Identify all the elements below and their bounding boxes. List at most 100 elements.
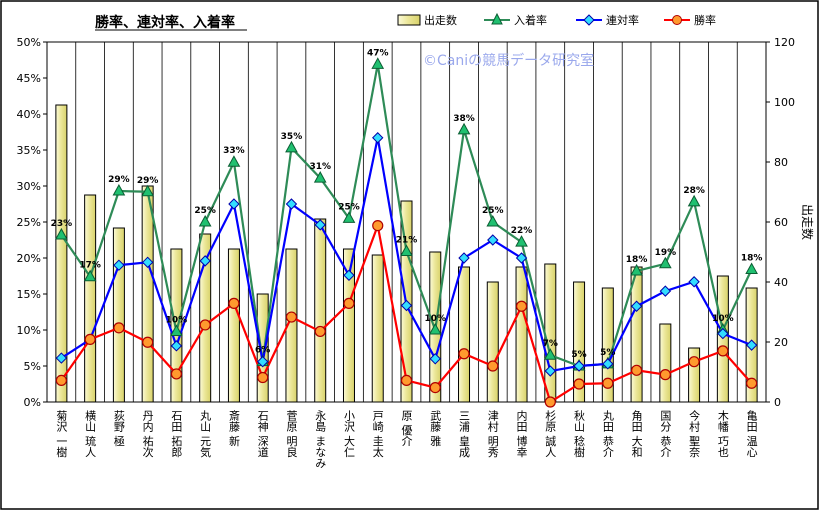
right-axis-tick-label: 60 — [774, 216, 788, 229]
left-axis-tick-label: 20% — [17, 252, 41, 265]
bar-starts — [84, 194, 97, 403]
point-win-rate — [746, 377, 758, 389]
point-win-rate — [257, 371, 269, 384]
right-axis-tick-label: 80 — [774, 156, 788, 169]
data-label: 35% — [281, 132, 303, 142]
bar-starts — [458, 266, 471, 403]
point-top2-rate — [659, 285, 672, 297]
category-label: 原 優介 — [400, 410, 413, 447]
point-place-rate — [313, 171, 327, 183]
point-top2-rate — [602, 358, 614, 370]
legend-label: 勝率 — [694, 13, 716, 27]
point-win-rate — [55, 374, 67, 386]
point-place-rate — [198, 214, 212, 227]
right-axis-tick-label: 100 — [774, 96, 795, 109]
category-label: 角田 大和 — [630, 410, 643, 458]
point-win-rate — [228, 297, 240, 309]
point-win-rate — [659, 369, 671, 381]
data-label: 18% — [626, 255, 648, 265]
category-label: 戸崎 圭太 — [371, 410, 384, 458]
category-label: 小沢 大仁 — [342, 410, 355, 458]
category-label: 丸田 恭介 — [601, 410, 614, 458]
data-label: 29% — [108, 175, 130, 185]
point-win-rate — [630, 364, 643, 376]
left-axis-tick-label: 25% — [17, 216, 41, 229]
legend: 出走数 入着率 連対率 勝率 — [397, 12, 716, 27]
category-label: 亀田 温心 — [745, 409, 758, 458]
point-place-rate — [55, 227, 68, 240]
point-win-rate — [573, 378, 585, 390]
point-place-rate — [428, 322, 442, 335]
data-label: 47% — [367, 48, 389, 58]
bar-starts — [112, 227, 125, 403]
left-axis-tick-label: 5% — [24, 360, 41, 373]
data-label: 29% — [137, 176, 159, 186]
left-axis-tick-label: 0% — [24, 396, 41, 409]
left-axis-tick-label: 50% — [17, 36, 41, 49]
category-label: 国分 恭介 — [659, 410, 672, 458]
data-label: 5% — [571, 350, 586, 360]
data-label: 25% — [338, 202, 360, 212]
point-win-rate — [372, 220, 384, 232]
category-label: 斎藤 新 — [227, 409, 240, 447]
category-label: 武藤 雅 — [429, 410, 442, 447]
left-axis-tick-label: 30% — [17, 180, 41, 193]
data-label: 25% — [194, 206, 216, 216]
bar-starts — [371, 254, 384, 403]
point-win-rate — [602, 377, 614, 389]
point-top2-rate — [745, 339, 758, 351]
legend-label: 出走数 — [424, 13, 457, 27]
category-label: 石神 深道 — [256, 410, 269, 458]
point-top2-rate — [314, 219, 326, 231]
point-place-rate — [141, 184, 155, 197]
data-label: 10% — [166, 315, 188, 325]
point-win-rate — [515, 300, 528, 312]
bar-starts — [314, 218, 327, 403]
point-top2-rate — [141, 256, 154, 269]
point-top2-rate — [228, 198, 240, 210]
right-axis-tick-label: 40 — [774, 276, 788, 289]
legend-marker — [583, 14, 595, 26]
data-label: 10% — [424, 314, 446, 324]
category-label: 横山 琉人 — [84, 409, 97, 458]
point-top2-rate — [285, 198, 298, 210]
bar-starts — [515, 266, 528, 403]
bar-starts — [342, 248, 355, 403]
data-label: 33% — [223, 146, 245, 156]
point-top2-rate — [400, 299, 413, 312]
legend-swatch-bar — [397, 14, 421, 26]
legend-label: 連対率 — [606, 13, 639, 27]
point-top2-rate — [515, 252, 528, 264]
point-place-rate — [112, 184, 126, 196]
bar-starts — [55, 104, 68, 403]
category-label: 永島 まなみ — [314, 409, 327, 469]
point-win-rate — [314, 325, 326, 338]
point-win-rate — [113, 322, 125, 334]
data-label: 38% — [453, 114, 475, 124]
data-label: 19% — [655, 248, 677, 258]
point-top2-rate — [458, 252, 470, 264]
watermark-text: ©Caniの競馬データ研究室 — [423, 52, 594, 69]
data-label: 28% — [683, 186, 705, 196]
legend-label: 入着率 — [514, 13, 547, 27]
bar-starts — [227, 248, 240, 403]
category-label: 木幡 巧也 — [716, 410, 729, 458]
point-top2-rate — [717, 327, 729, 340]
point-win-rate — [429, 382, 441, 394]
point-top2-rate — [429, 353, 441, 365]
point-place-rate — [745, 262, 758, 275]
point-top2-rate — [343, 269, 355, 281]
category-label: 三浦 皇成 — [458, 410, 471, 458]
point-top2-rate — [372, 132, 384, 144]
point-win-rate — [688, 356, 700, 368]
point-place-rate — [342, 211, 356, 223]
point-top2-rate — [113, 259, 125, 271]
category-label: 菅原 明良 — [285, 410, 298, 458]
category-label: 杉原 誠人 — [544, 409, 557, 458]
left-axis-tick-label: 40% — [17, 108, 41, 121]
point-place-rate — [227, 155, 241, 167]
bar-starts — [659, 323, 672, 403]
point-place-rate — [371, 57, 385, 69]
bar-starts — [630, 266, 643, 403]
data-label: 6% — [255, 346, 270, 356]
